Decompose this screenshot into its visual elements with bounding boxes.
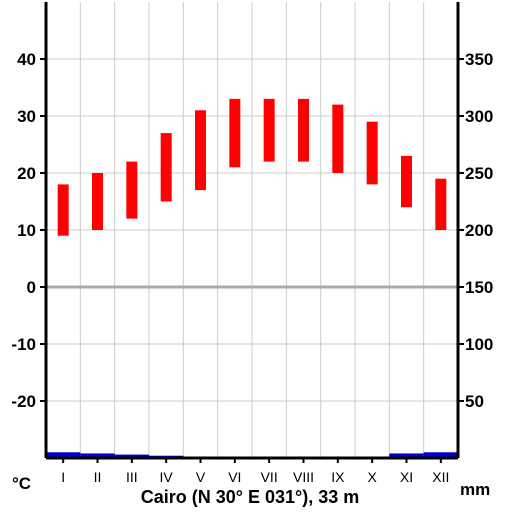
month-label: I [61, 469, 65, 485]
temperature-range-bar [126, 161, 138, 219]
right-tick-label: 300 [465, 107, 493, 126]
left-tick-label: 40 [17, 50, 36, 69]
precipitation-bar [389, 453, 424, 458]
month-label: V [196, 469, 206, 485]
left-tick-label: 10 [17, 221, 36, 240]
temperature-range-bar [263, 98, 275, 162]
temperature-range-bar [160, 133, 172, 202]
right-tick-label: 250 [465, 164, 493, 183]
temperature-range-bar [298, 98, 309, 162]
precipitation-bar [46, 452, 81, 458]
right-tick-label: 350 [465, 50, 493, 69]
temperature-range-bar [401, 155, 412, 208]
right-tick-label: 200 [465, 221, 493, 240]
left-tick-label: -20 [11, 392, 36, 411]
month-label: VI [228, 469, 241, 485]
month-label: III [126, 469, 138, 485]
left-tick-label: 0 [27, 278, 36, 297]
chart-title: Cairo (N 30° E 031°), 33 m [141, 487, 360, 507]
right-unit-label: mm [460, 480, 490, 499]
temperature-bars [57, 98, 447, 236]
month-label: II [94, 469, 102, 485]
month-label: IV [160, 469, 174, 485]
left-tick-label: 20 [17, 164, 36, 183]
temperature-range-bar [195, 110, 206, 191]
right-tick-label: 50 [465, 392, 484, 411]
left-axis-ticks: -20 -10 0 10 20 30 40 [11, 50, 46, 411]
right-tick-label: 150 [465, 278, 493, 297]
temperature-range-bar [92, 173, 103, 230]
month-label: XII [432, 469, 449, 485]
month-axis-ticks: I II III IV V VI VII VIII IX X XI XII [61, 458, 449, 485]
temperature-range-bar [229, 98, 241, 168]
month-label: VII [261, 469, 278, 485]
left-unit-label: °C [12, 474, 31, 493]
grid [46, 2, 458, 458]
right-axis-ticks: 50 100 150 200 250 300 350 [458, 50, 493, 411]
left-tick-label: 30 [17, 107, 36, 126]
temperature-range-bar [366, 121, 378, 185]
month-label: IX [331, 469, 345, 485]
temperature-range-bar [332, 104, 344, 173]
left-tick-label: -10 [11, 335, 36, 354]
precipitation-bar [423, 452, 458, 458]
precipitation-bar [114, 454, 149, 458]
month-label: X [367, 469, 377, 485]
temperature-range-bar [57, 184, 69, 236]
precipitation-bar [80, 453, 115, 458]
temperature-range-bar [435, 178, 447, 230]
month-label: XI [400, 469, 413, 485]
month-label: VIII [293, 469, 314, 485]
right-tick-label: 100 [465, 335, 493, 354]
